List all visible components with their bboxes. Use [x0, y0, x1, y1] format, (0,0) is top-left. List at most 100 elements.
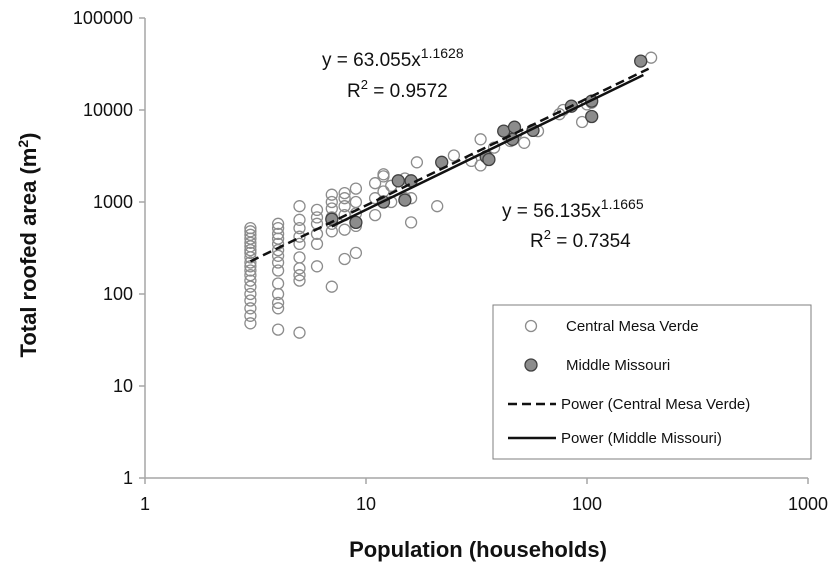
data-point-mesa-verde: [338, 200, 351, 213]
data-point-mesa-verde: [325, 195, 338, 209]
legend-label-power-mesa-verde: Power (Central Mesa Verde): [561, 396, 750, 413]
y-tick-label: 1000: [93, 192, 133, 212]
data-point-mesa-verde: [293, 221, 306, 235]
legend-label-power-middle-missouri: Power (Middle Missouri): [561, 430, 722, 447]
data-point-mesa-verde: [244, 228, 257, 241]
data-point-mesa-verde: [244, 264, 257, 277]
legend-marker-mesa-verde: [524, 319, 538, 333]
data-point-mesa-verde: [271, 227, 285, 241]
data-points: [244, 51, 658, 339]
r2-mesa-verde: R2 = 0.9572: [347, 77, 448, 102]
data-point-mesa-verde: [377, 168, 390, 181]
data-point-mesa-verde: [271, 296, 285, 310]
equation-mesa-verde-text: y = 63.055x: [322, 50, 421, 71]
data-point-mesa-verde: [349, 182, 363, 195]
data-point-mesa-verde: [244, 221, 257, 235]
y-axis-title-close: ): [16, 133, 41, 140]
equation-mesa-verde: y = 63.055x1.1628: [322, 45, 464, 71]
data-point-mesa-verde: [271, 264, 285, 277]
r2-middle-missouri-prefix: R: [530, 231, 544, 252]
data-point-mesa-verde: [244, 294, 257, 307]
data-point-mesa-verde: [271, 287, 285, 301]
data-point-mesa-verde: [271, 221, 285, 235]
x-tick-label: 100: [572, 494, 602, 514]
y-axis-title: Total roofed area (m2): [15, 133, 41, 358]
data-point-mesa-verde: [244, 256, 257, 269]
x-tick-label: 10: [356, 494, 376, 514]
data-point-mesa-verde: [244, 246, 257, 260]
legend-label-mesa-verde: Central Mesa Verde: [566, 318, 699, 335]
r2-mesa-verde-sup: 2: [361, 77, 368, 92]
data-point-mesa-verde: [293, 326, 306, 339]
trendlines: [249, 67, 650, 263]
data-point-mesa-verde: [349, 195, 363, 209]
data-point-mesa-verde: [518, 136, 531, 149]
data-point-mesa-verde: [293, 251, 306, 264]
data-point-mesa-verde: [293, 274, 306, 287]
data-point-mesa-verde: [271, 302, 285, 315]
data-point-mesa-verde: [310, 211, 324, 224]
equation-middle-missouri-text: y = 56.135x: [502, 201, 601, 222]
legend-label-middle-missouri: Middle Missouri: [566, 357, 670, 374]
data-point-mesa-verde: [293, 269, 306, 282]
data-point-middle-missouri: [349, 215, 363, 230]
data-point-mesa-verde: [325, 188, 338, 201]
equation-mesa-verde-exponent: 1.1628: [421, 45, 464, 61]
data-point-mesa-verde: [244, 269, 257, 282]
data-point-mesa-verde: [368, 208, 382, 222]
data-point-mesa-verde: [338, 186, 351, 200]
data-point-mesa-verde: [293, 237, 306, 251]
data-point-middle-missouri: [482, 152, 496, 167]
r2-middle-missouri-sup: 2: [544, 227, 551, 242]
x-tick-label: 1: [140, 494, 150, 514]
data-point-mesa-verde: [310, 237, 324, 251]
data-point-mesa-verde: [293, 213, 306, 226]
x-axis-title: Population (households): [349, 537, 607, 562]
data-point-mesa-verde: [293, 230, 306, 243]
y-axis-title-main: Total roofed area (m: [16, 148, 41, 358]
data-point-mesa-verde: [271, 237, 285, 251]
data-point-mesa-verde: [338, 223, 351, 236]
data-point-mesa-verde: [447, 149, 461, 162]
data-point-mesa-verde: [310, 203, 324, 217]
r2-mesa-verde-value: = 0.9572: [368, 81, 448, 102]
data-point-middle-missouri: [507, 120, 522, 134]
data-point-mesa-verde: [338, 252, 351, 266]
data-point-mesa-verde: [349, 246, 363, 260]
r2-middle-missouri: R2 = 0.7354: [530, 227, 631, 252]
axes: [144, 18, 808, 479]
y-tick-label: 100: [103, 284, 133, 304]
y-axis-ticks: 1 10 100 1000 10000 100000: [73, 8, 145, 488]
legend-box: [492, 304, 812, 460]
data-point-mesa-verde: [293, 262, 306, 275]
equation-middle-missouri-exponent: 1.1665: [601, 196, 644, 212]
r2-middle-missouri-value: = 0.7354: [551, 231, 631, 252]
y-tick-label: 10000: [83, 100, 133, 120]
data-point-mesa-verde: [271, 217, 285, 230]
data-point-mesa-verde: [271, 249, 285, 262]
legend-marker-middle-missouri: [524, 358, 538, 372]
data-point-mesa-verde: [271, 256, 285, 269]
data-point-mesa-verde: [368, 177, 382, 190]
data-point-mesa-verde: [244, 317, 257, 330]
data-point-mesa-verde: [244, 225, 257, 238]
data-point-mesa-verde: [338, 192, 351, 205]
data-point-mesa-verde: [271, 323, 285, 336]
y-tick-label: 1: [123, 468, 133, 488]
trendline-mesa-verde: [249, 67, 650, 263]
data-point-mesa-verde: [244, 274, 257, 287]
data-point-mesa-verde: [244, 302, 257, 315]
y-tick-label: 100000: [73, 8, 133, 28]
data-point-mesa-verde: [244, 287, 257, 301]
data-point-middle-missouri: [585, 109, 599, 124]
data-point-mesa-verde: [244, 309, 257, 322]
legend: Central Mesa Verde Middle Missouri Power…: [492, 304, 812, 460]
x-tick-label: 1000: [788, 494, 828, 514]
y-axis-title-superscript: 2: [15, 140, 31, 148]
x-axis-ticks: 1 10 100 1000: [140, 478, 828, 514]
r2-mesa-verde-prefix: R: [347, 81, 361, 102]
data-point-middle-missouri: [398, 193, 412, 207]
data-point-mesa-verde: [271, 277, 285, 290]
